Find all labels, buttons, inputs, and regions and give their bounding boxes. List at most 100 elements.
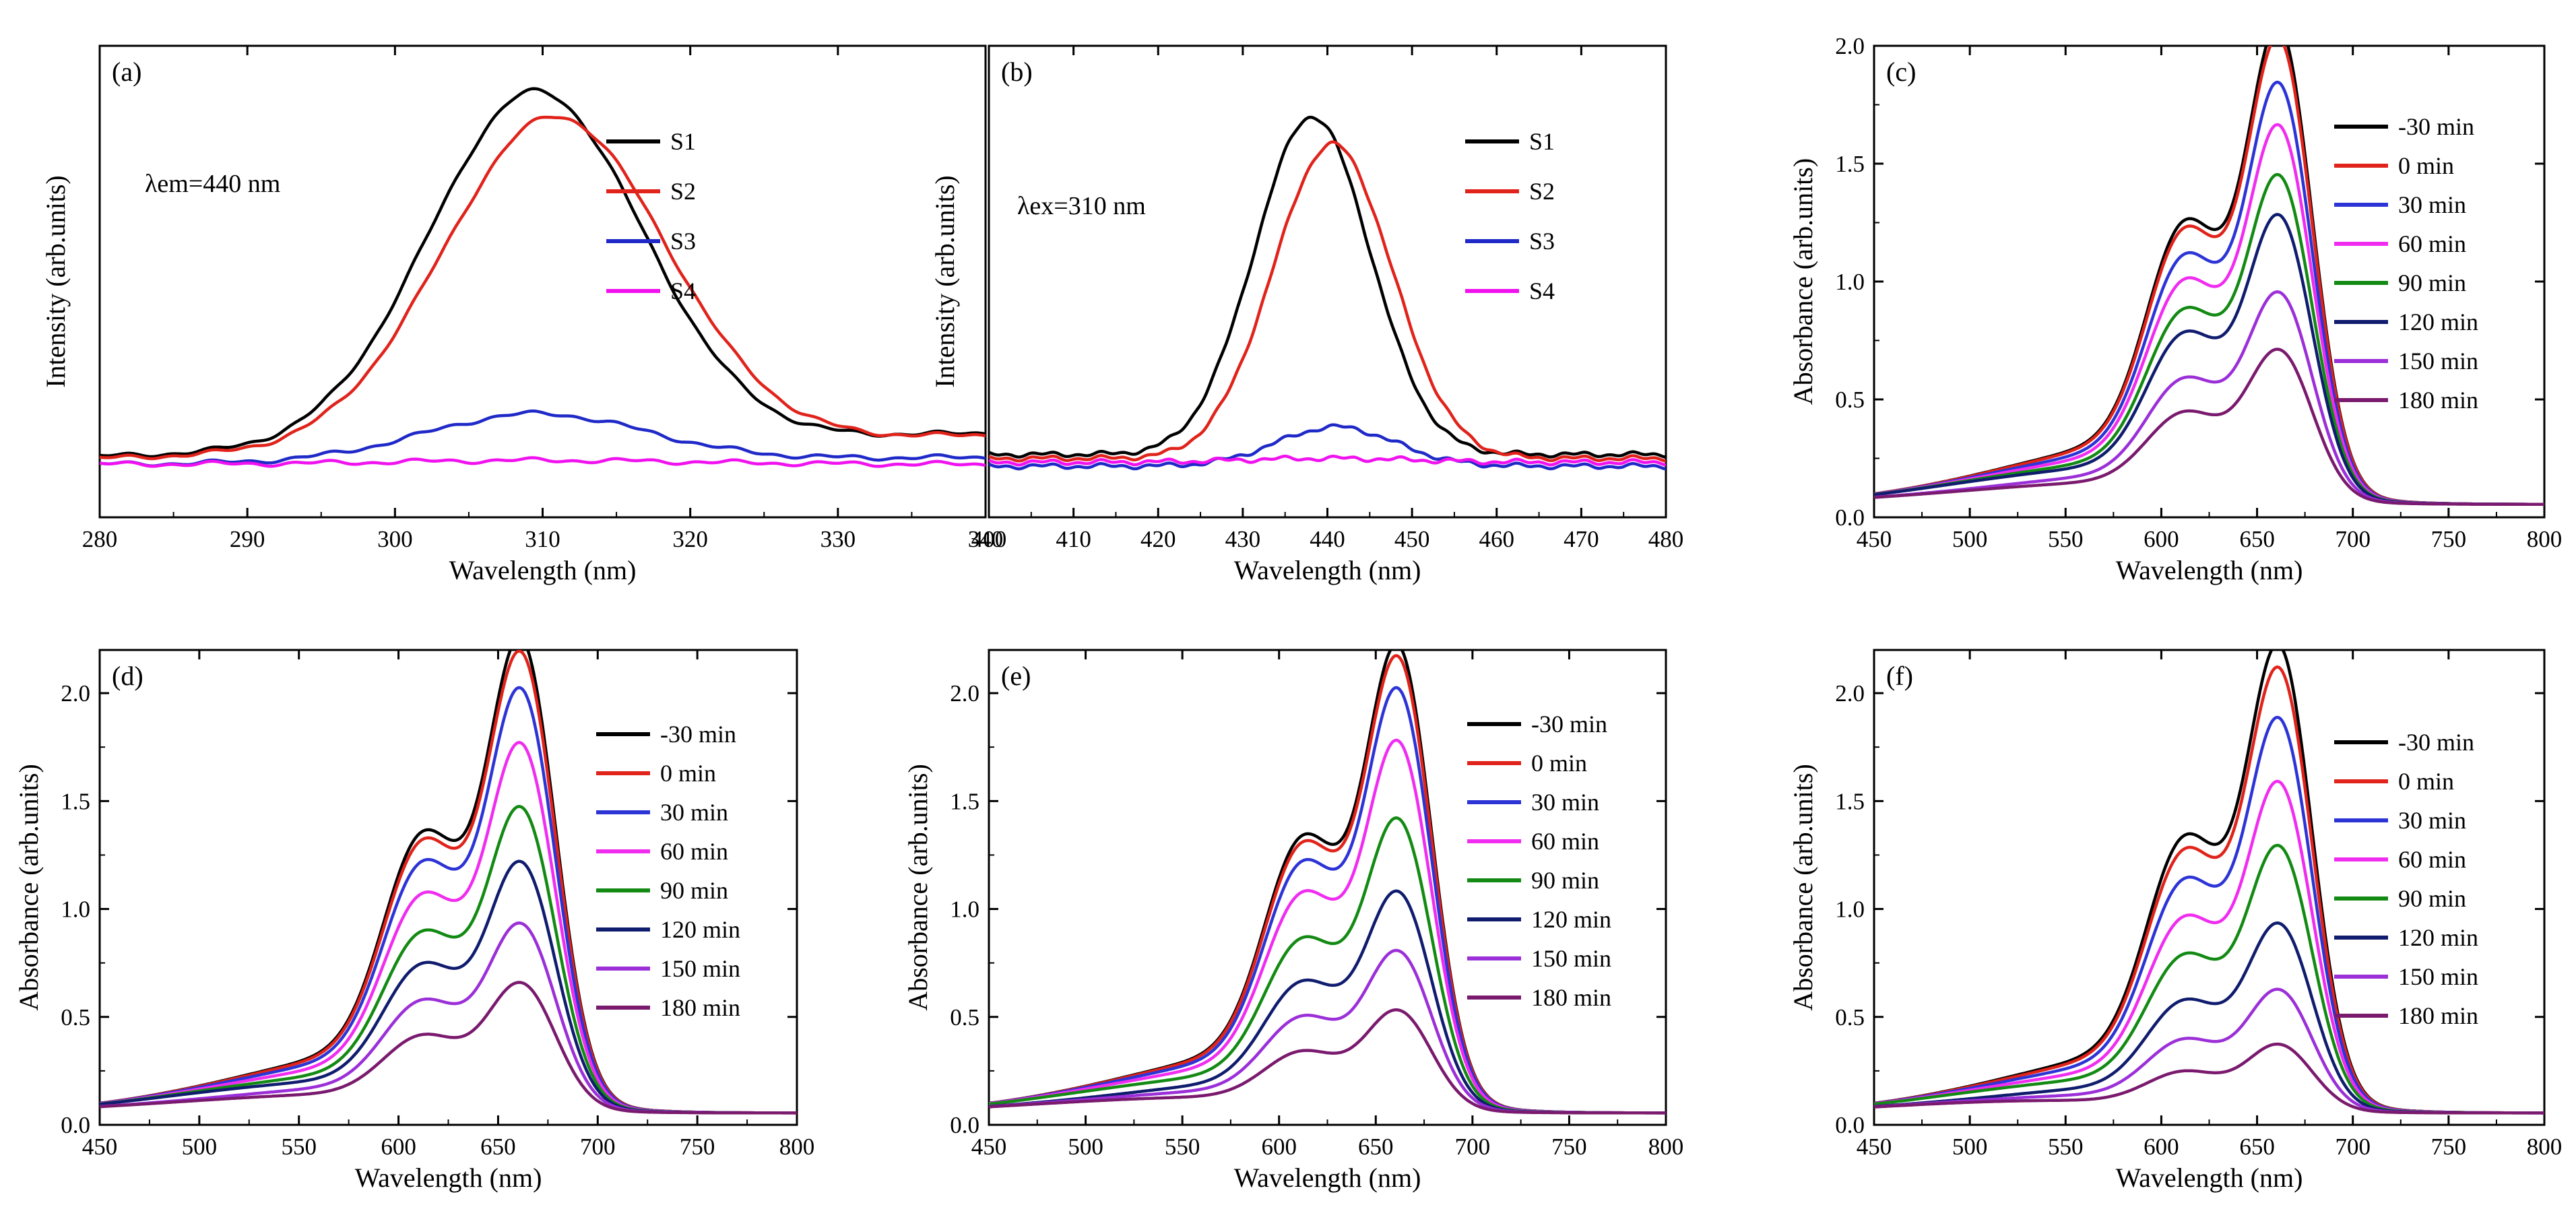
panel-f: 450 500 550 600 650 700 750 800 0.0 0.5 1.0 1.5 2.0 W…: [1788, 649, 2563, 1193]
legend-label: 60 min: [660, 838, 728, 865]
x-tick-label: 290: [230, 526, 265, 552]
x-tick-label: 800: [2527, 1134, 2563, 1160]
y-tick-label: 1.0: [1835, 269, 1865, 295]
legend-label: -30 min: [660, 721, 736, 748]
series-group: [989, 115, 1666, 471]
legend: S1 S2 S3 S4: [1465, 128, 1555, 304]
y-tick-label: 2.0: [61, 680, 90, 707]
legend: -30 min 0 min 30 min 60 min 90 min 120 min 150…: [2334, 729, 2478, 1029]
y-tick-label: 1.5: [61, 788, 90, 814]
series-line: [989, 115, 1666, 459]
x-tick-label: 410: [1056, 526, 1091, 552]
x-tick-label: 800: [779, 1134, 815, 1160]
series-line: [989, 423, 1666, 471]
series-group: [1874, 46, 2544, 506]
legend-label: 180 min: [1531, 984, 1611, 1011]
x-tick-label: 470: [1564, 526, 1599, 552]
excitation-annotation: λex=310 nm: [1017, 192, 1146, 220]
y-tick-label: 0.5: [1835, 1004, 1865, 1031]
x-tick-label: 750: [680, 1134, 715, 1160]
plot-frame: [988, 44, 1667, 519]
y-tick-label: 2.0: [1835, 33, 1865, 59]
legend-label: S3: [1529, 228, 1555, 255]
y-tick-label: 0.5: [1835, 387, 1865, 413]
x-tick-label: 700: [1455, 1134, 1491, 1160]
legend-label: -30 min: [2398, 729, 2474, 756]
legend-label: 120 min: [1531, 906, 1611, 933]
x-tick-label: 700: [580, 1134, 616, 1160]
legend-label: 60 min: [2398, 846, 2466, 873]
panel-label: (d): [112, 661, 143, 691]
y-tick-label: 1.0: [1835, 896, 1865, 923]
series-group: [100, 87, 986, 468]
x-tick-label: 600: [2144, 526, 2179, 552]
legend-label: 30 min: [660, 799, 728, 826]
series-line: [100, 87, 986, 459]
x-tick-label: 450: [971, 1134, 1007, 1160]
panel-c: 450 500 550 600 650 700 750 800 0.0 0.5 1.0 1.5 2.0 W…: [1788, 33, 2562, 585]
x-tick-label: 500: [1952, 1134, 1988, 1160]
series-group: [100, 650, 797, 1115]
series-line: [100, 981, 797, 1115]
x-tick-label: 300: [377, 526, 413, 552]
legend-label: 30 min: [1531, 789, 1599, 816]
series-line: [100, 650, 797, 1115]
x-axis-title: Wavelength (nm): [1234, 555, 1421, 585]
x-tick-label: 480: [1648, 526, 1684, 552]
legend-label: S4: [670, 278, 696, 304]
series-line: [100, 456, 986, 468]
panel-d: 450 500 550 600 650 700 750 800 0.0 0.5 1.0 1.5 2.0 W…: [13, 649, 815, 1193]
legend-label: 150 min: [660, 955, 740, 982]
y-tick-label: 2.0: [1835, 680, 1865, 707]
x-tick-label: 750: [2431, 1134, 2467, 1160]
x-tick-label: 280: [82, 526, 118, 552]
x-tick-label: 800: [1648, 1134, 1684, 1160]
series-line: [100, 409, 986, 467]
legend-label: 180 min: [2398, 1002, 2478, 1029]
y-tick-label: 0.0: [950, 1112, 979, 1138]
legend-label: S4: [1529, 278, 1555, 304]
y-tick-label: 2.0: [950, 680, 979, 707]
panel-b: 400 410 420 430 440 450 460 470 480 Wavelength (n…: [930, 44, 1684, 585]
x-tick-label: 500: [1952, 526, 1988, 552]
y-tick-label: 0.0: [1835, 504, 1865, 531]
legend-label: 150 min: [1531, 945, 1611, 972]
series-group: [1874, 650, 2544, 1115]
legend: -30 min 0 min 30 min 60 min 90 min 120 min 150…: [1467, 711, 1611, 1011]
series-line: [100, 115, 986, 461]
legend-label: 30 min: [2398, 191, 2466, 218]
legend-label: 60 min: [2398, 230, 2466, 257]
legend-label: S1: [670, 128, 696, 155]
x-axis-title: Wavelength (nm): [449, 555, 637, 585]
legend-label: 90 min: [660, 877, 728, 904]
x-axis-title: Wavelength (nm): [2116, 555, 2303, 585]
x-tick-label: 450: [1394, 526, 1430, 552]
legend: -30 min 0 min 30 min 60 min 90 min 120 min 150…: [596, 721, 740, 1021]
panel-label: (f): [1886, 661, 1913, 691]
y-axis-title: Absorbance (arb.units): [1788, 764, 1818, 1011]
y-tick-label: 1.0: [950, 896, 979, 923]
y-tick-label: 0.5: [950, 1004, 979, 1031]
x-tick-label: 310: [525, 526, 560, 552]
y-tick-label: 1.5: [1835, 151, 1865, 177]
x-tick-label: 650: [2239, 526, 2275, 552]
y-axis-title: Intensity (arb.units): [40, 175, 71, 388]
legend-label: S2: [670, 178, 696, 205]
series-line: [1874, 348, 2544, 506]
legend-label: 180 min: [660, 994, 740, 1021]
x-tick-label: 650: [1358, 1134, 1394, 1160]
legend-label: 90 min: [2398, 885, 2466, 912]
y-tick-label: 0.0: [1835, 1112, 1865, 1138]
legend-label: S2: [1529, 178, 1555, 205]
x-tick-label: 600: [2144, 1134, 2179, 1160]
legend-label: 120 min: [660, 916, 740, 943]
x-tick-label: 420: [1140, 526, 1176, 552]
y-axis-title: Absorbance (arb.units): [13, 764, 44, 1011]
panel-label: (e): [1001, 661, 1031, 691]
legend-label: 0 min: [1531, 750, 1587, 777]
x-tick-label: 500: [182, 1134, 218, 1160]
legend-label: 60 min: [1531, 828, 1599, 855]
y-tick-label: 1.5: [950, 788, 979, 814]
excitation-annotation: λem=440 nm: [145, 170, 280, 198]
